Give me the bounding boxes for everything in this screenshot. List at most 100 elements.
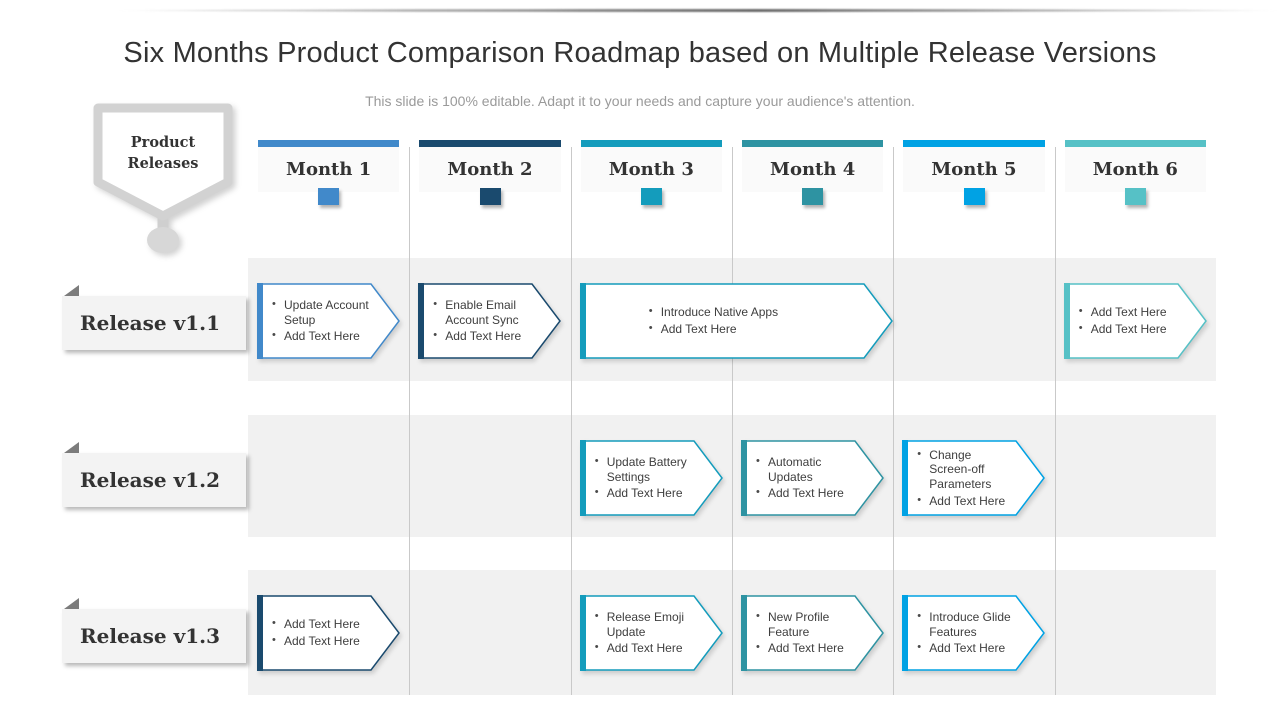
bullet-item: • Add Text Here — [272, 329, 360, 344]
arrow-shape-icon — [902, 440, 1046, 516]
roadmap-item-text: • Change Screen-off Parameters • Add Text H… — [916, 442, 1015, 514]
release-label-3: Release v1.3 — [62, 598, 246, 663]
month-label-1: Month 1 — [286, 159, 372, 180]
bullet-dot-icon: • — [594, 610, 599, 623]
bullet-dot-icon: • — [756, 610, 760, 623]
roadmap-item-text: • Add Text Here • Add Text Here — [1078, 285, 1177, 357]
page-title: Six Months Product Comparison Roadmap ba… — [123, 37, 1157, 69]
month-header-bar-5 — [903, 140, 1045, 147]
bullet-item: • Add Text Here — [756, 641, 844, 656]
roadmap-item-r3-c3: • Release Emoji Update • Add Text Here — [579, 595, 723, 671]
arrow-shape-icon — [741, 440, 884, 516]
month-header-bar-4 — [742, 140, 884, 147]
month-label-3: Month 3 — [608, 159, 694, 180]
bullet-dot-icon: • — [756, 641, 760, 654]
bullet-dot-icon: • — [594, 486, 599, 499]
release-label-text-1: Release v1.1 — [80, 311, 220, 335]
bullet-dot-icon: • — [1078, 322, 1083, 334]
bullet-dot-icon: • — [756, 455, 760, 468]
column-gridline-4 — [893, 147, 895, 695]
bullet-item: • Add Text Here — [433, 329, 522, 344]
bullet-item: • Add Text Here — [594, 641, 683, 656]
bullet-item: • Introduce Native Apps — [648, 305, 779, 320]
bullet-item: • Add Text Here — [594, 486, 683, 501]
arrow-shape-icon — [741, 595, 884, 671]
roadmap-item-text: • Automatic Updates • Add Text Here — [755, 442, 854, 514]
folded-corner-icon — [64, 598, 79, 609]
bullet-dot-icon: • — [272, 298, 276, 311]
month-header-4: Month 4 — [742, 147, 884, 192]
badge-line-2: Releases — [127, 155, 199, 173]
month-label-5: Month 5 — [931, 159, 1017, 180]
bullet-item: • Add Text Here — [917, 493, 1006, 508]
bullet-item: • Add Text Here — [272, 634, 360, 648]
roadmap-item-text: • Introduce Native Apps • Add Text Here — [648, 285, 863, 357]
roadmap-item-r2-c5: • Change Screen-off Parameters • Add Text H… — [902, 440, 1046, 516]
bullet-dot-icon: • — [433, 329, 438, 342]
month-header-1: Month 1 — [258, 147, 400, 192]
month-header-bar-6 — [1064, 140, 1206, 147]
bullet-item: • Automatic Updates — [756, 455, 822, 484]
roadmap-item-text: • Introduce Glide Features • Add Text Here — [916, 597, 1015, 669]
bullet-dot-icon: • — [594, 455, 599, 468]
month-marker-square-1 — [318, 188, 340, 205]
bullet-item: • Add Text Here — [1078, 305, 1167, 320]
bullet-dot-icon: • — [756, 486, 760, 499]
roadmap-item-r1-c1: • Update Account Setup • Add Text Here — [257, 283, 400, 359]
folded-corner-icon — [64, 442, 79, 453]
roadmap-item-r3-c5: • Introduce Glide Features • Add Text Here — [902, 595, 1046, 671]
arrow-shape-icon — [1063, 283, 1207, 359]
bullet-dot-icon: • — [917, 447, 922, 460]
arrow-shape-icon — [579, 595, 723, 671]
month-header-bar-1 — [258, 140, 400, 147]
bullet-dot-icon: • — [272, 329, 276, 342]
folded-corner-icon — [64, 285, 79, 296]
bullet-dot-icon: • — [272, 617, 276, 630]
month-header-bar-3 — [580, 140, 722, 147]
product-releases-label: Product Releases — [88, 132, 238, 174]
bullet-item: • Add Text Here — [272, 617, 360, 632]
bullet-dot-icon: • — [648, 322, 653, 334]
roadmap-item-text: • Update Battery Settings • Add Text Here — [594, 442, 693, 514]
bullet-item: • Update Account Setup — [272, 298, 369, 327]
column-gridline-5 — [1054, 147, 1056, 695]
arrow-shape-icon — [257, 283, 400, 359]
column-gridline-2 — [570, 147, 572, 695]
bullet-dot-icon: • — [648, 305, 653, 318]
column-gridline-1 — [409, 147, 411, 695]
roadmap-item-r2-c3: • Update Battery Settings • Add Text Here — [579, 440, 723, 516]
month-header-2: Month 2 — [419, 147, 561, 192]
bullet-item: • Add Text Here — [756, 486, 844, 501]
bullet-item: • Update Battery Settings — [594, 455, 687, 484]
badge-line-1: Product — [130, 134, 196, 151]
bullet-dot-icon: • — [1078, 305, 1083, 318]
release-label-text-3: Release v1.3 — [80, 624, 220, 648]
month-marker-square-6 — [1124, 188, 1146, 205]
month-marker-square-2 — [479, 188, 501, 205]
bullet-dot-icon: • — [594, 641, 599, 654]
month-header-bar-2 — [419, 140, 561, 147]
slide-top-shadow — [115, 9, 1280, 12]
arrow-shape-icon — [579, 440, 723, 516]
roadmap-item-r3-c1: • Add Text Here • Add Text Here — [257, 595, 400, 671]
roadmap-item-r3-c4: • New Profile Feature • Add Text Here — [741, 595, 884, 671]
shield-icon — [93, 103, 233, 253]
roadmap-item-r1-c2: • Enable Email Account Sync • Add Text Here — [418, 283, 562, 359]
arrow-shape-icon — [257, 595, 400, 671]
arrow-shape-icon — [418, 283, 562, 359]
roadmap-item-r2-c4: • Automatic Updates • Add Text Here — [741, 440, 884, 516]
month-header-6: Month 6 — [1064, 147, 1206, 192]
bullet-item: • Add Text Here — [917, 641, 1006, 656]
release-label-1: Release v1.1 — [62, 285, 246, 350]
release-label-text-2: Release v1.2 — [80, 468, 220, 492]
month-marker-square-4 — [802, 188, 824, 205]
bullet-item: • Introduce Glide Features — [917, 610, 1011, 639]
bullet-dot-icon: • — [917, 610, 922, 623]
column-gridline-3 — [732, 147, 733, 695]
month-marker-square-5 — [963, 188, 985, 205]
product-releases-badge: Product Releases — [88, 100, 238, 260]
arrow-shape-icon — [579, 283, 893, 359]
bullet-item: • Release Emoji Update — [594, 610, 685, 639]
roadmap-item-text: • Enable Email Account Sync • Add Text Here — [432, 285, 531, 357]
